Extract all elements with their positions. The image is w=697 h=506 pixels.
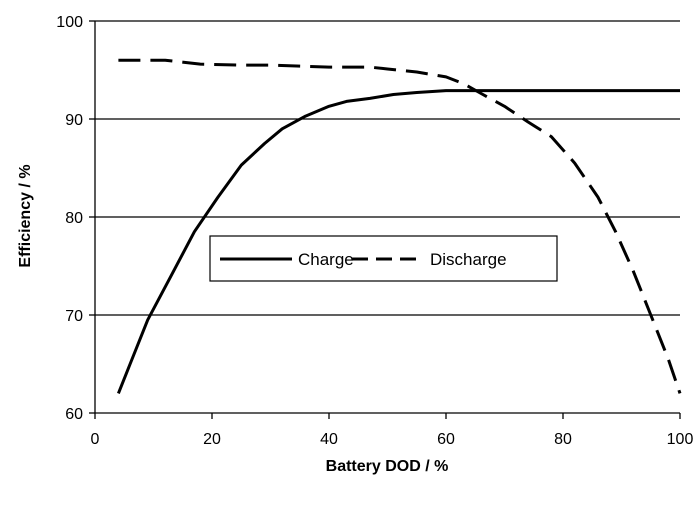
series-line-charge: [117, 89, 680, 394]
x-tick-label-60: 60: [437, 431, 455, 448]
y-tick-label-70: 70: [65, 308, 83, 325]
tick-labels: 60 70 80 90 100 0 20 40 60 80 100: [56, 14, 693, 448]
y-tick-label-60: 60: [65, 406, 83, 423]
x-tick-label-80: 80: [554, 431, 572, 448]
y-tick-label-90: 90: [65, 112, 83, 129]
grid: [95, 20, 680, 316]
x-tick-label-20: 20: [203, 431, 221, 448]
axes: [89, 20, 681, 419]
series-layer: [117, 58, 682, 394]
legend-charge-label: Charge: [298, 250, 354, 269]
x-axis-label: Battery DOD / %: [326, 458, 449, 475]
legend-discharge-label: Discharge: [430, 250, 507, 269]
y-tick-label-80: 80: [65, 210, 83, 227]
x-tick-label-0: 0: [91, 431, 100, 448]
legend: Charge Discharge: [209, 235, 558, 282]
y-tick-label-100: 100: [56, 14, 83, 31]
y-axis-label: Efficiency / %: [17, 164, 34, 267]
x-tick-label-40: 40: [320, 431, 338, 448]
x-tick-label-100: 100: [667, 431, 694, 448]
series-line-discharge: [118, 58, 682, 394]
